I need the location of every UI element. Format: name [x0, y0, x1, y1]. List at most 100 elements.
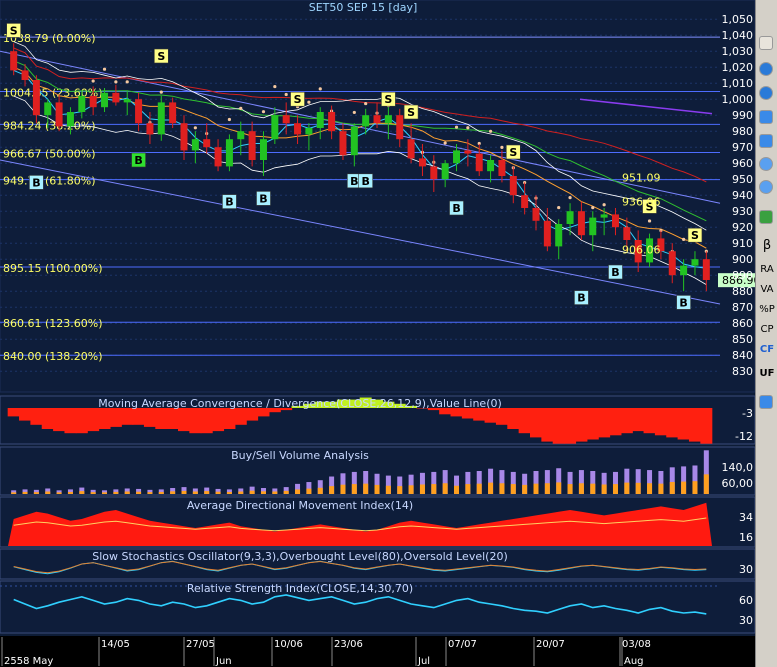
sar-dot	[318, 87, 322, 91]
y-tick-label: 950	[732, 173, 753, 186]
macd-bar	[416, 408, 429, 409]
macd-bar	[314, 401, 327, 408]
macd-bar	[643, 408, 656, 434]
volume-bar	[692, 465, 698, 494]
last-price-value: 886.90	[722, 274, 755, 287]
macd-bar	[530, 408, 542, 438]
tb-percent-p[interactable]: %P	[759, 304, 775, 315]
candle-body	[32, 80, 40, 116]
macd-bar	[75, 408, 88, 434]
candle-body	[350, 126, 358, 156]
macd-bar	[53, 408, 66, 432]
fib-label: 895.15 (100.00%)	[3, 262, 103, 275]
buy-signal-label: B	[259, 192, 267, 205]
volume-bar	[488, 468, 494, 494]
candle-body	[487, 160, 495, 172]
y-tick-label: 940	[732, 189, 753, 202]
candle-body	[521, 195, 529, 208]
price-annotation: 936.06	[622, 196, 661, 209]
volume-bar	[408, 474, 414, 494]
volume-bar	[351, 471, 357, 494]
price-annotation: 906.06	[622, 244, 661, 257]
volume-bar	[601, 472, 607, 494]
macd-bar	[507, 408, 520, 429]
candle-body	[373, 115, 381, 124]
chevron-up-icon[interactable]	[759, 36, 773, 50]
volume-bar	[544, 470, 550, 494]
volume-bar	[476, 471, 482, 494]
buy-signal-box	[676, 295, 691, 310]
volume-bar	[22, 489, 28, 494]
magnify-minus-icon[interactable]	[759, 180, 773, 194]
volume-sell-bar	[22, 491, 28, 494]
volume-sell-bar	[578, 483, 584, 494]
candle-body	[146, 123, 154, 135]
candle-body	[339, 131, 347, 156]
candle-body	[589, 217, 597, 236]
fib-label: 966.67 (50.00%)	[3, 148, 96, 161]
sar-dot	[102, 67, 107, 71]
volume-sell-bar	[351, 484, 357, 494]
tb-ra[interactable]: RA	[760, 264, 774, 275]
candle-body	[294, 123, 302, 135]
macd-bar	[586, 408, 599, 440]
rsi-line	[13, 594, 707, 615]
tb-uf[interactable]: UF	[759, 368, 775, 379]
macd-bar	[189, 408, 202, 434]
sar-dot	[125, 80, 129, 84]
minus-circle-icon[interactable]	[759, 86, 773, 100]
x-axis-label: Jul	[417, 656, 430, 667]
candle-body	[464, 150, 472, 154]
candle-body	[532, 208, 540, 221]
volume-sell-bar	[612, 484, 618, 494]
magnify-plus-icon[interactable]	[759, 157, 773, 171]
tb-beta[interactable]: β	[762, 238, 772, 253]
sar-dot	[682, 237, 686, 241]
volume-bar	[260, 488, 266, 494]
volume-bar	[67, 489, 73, 494]
volume-bar	[669, 467, 675, 494]
candle-body	[657, 238, 665, 252]
volume-bar	[56, 490, 62, 494]
ls-icon[interactable]	[759, 210, 773, 224]
candle-body	[169, 102, 177, 124]
volume-sell-bar	[567, 484, 573, 494]
candle-body	[112, 92, 120, 103]
candle-body	[123, 99, 131, 103]
macd-bar	[178, 408, 190, 432]
volume-bar	[249, 486, 255, 494]
tb-cp[interactable]: CP	[760, 324, 774, 335]
volume-sell-bar	[476, 483, 482, 494]
tb-va[interactable]: VA	[760, 284, 774, 295]
volume-sell-bar	[363, 483, 369, 494]
arrow-right-icon[interactable]	[759, 134, 773, 148]
macd-bar	[30, 408, 43, 425]
macd-bar	[495, 408, 508, 425]
buy-signal-box	[131, 152, 146, 168]
indicator-tick: 60,00	[722, 477, 754, 490]
macd-bar	[246, 408, 259, 421]
chart-canvas[interactable]: 1038.79 (0.00%)1004.85 (23.60%)984.24 (3…	[0, 0, 755, 667]
sell-signal-box	[642, 199, 657, 214]
tb-cf[interactable]: CF	[759, 344, 775, 355]
y-tick-label: 1,000	[722, 93, 754, 106]
candle-body	[600, 214, 608, 218]
volume-bar	[647, 470, 653, 494]
ma-green-line	[13, 60, 707, 222]
volume-sell-bar	[533, 483, 539, 494]
candle-body	[282, 115, 290, 124]
sar-dot	[239, 106, 243, 111]
sell-signal-label: S	[10, 24, 18, 37]
sar-dot	[568, 196, 572, 200]
volume-sell-bar	[124, 491, 130, 494]
macd-bar	[325, 401, 338, 408]
volume-bar	[33, 489, 39, 494]
plus-circle-icon[interactable]	[759, 62, 773, 76]
arrow-left-icon[interactable]	[759, 110, 773, 124]
volume-sell-bar	[204, 491, 210, 494]
sar-dot	[284, 92, 288, 97]
bollinger-lower-line	[13, 95, 707, 285]
scroll-icon[interactable]	[759, 395, 773, 409]
volume-bar	[329, 476, 335, 494]
volume-sell-bar	[374, 484, 380, 494]
